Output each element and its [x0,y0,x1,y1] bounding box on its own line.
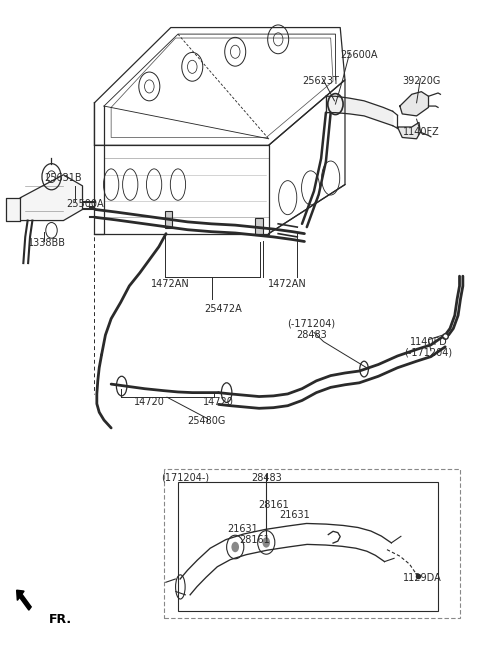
Bar [255,218,263,235]
Text: 25631B: 25631B [45,173,82,183]
Text: 39220G: 39220G [402,76,441,86]
Text: 28483: 28483 [251,472,282,483]
Text: 14720: 14720 [134,397,165,407]
Polygon shape [21,175,83,221]
FancyArrow shape [17,590,31,610]
Bar [164,468,459,618]
Text: 25623T: 25623T [303,76,339,86]
Polygon shape [400,92,429,116]
Text: 21631: 21631 [227,524,258,534]
Text: (171204-): (171204-) [161,472,209,483]
Text: 1140FD: 1140FD [409,336,447,347]
Text: 25600A: 25600A [340,50,378,60]
Polygon shape [6,198,21,221]
Text: 25500A: 25500A [66,199,104,209]
Text: 14720: 14720 [203,397,234,407]
Text: 28161: 28161 [239,535,270,545]
Bar [178,482,438,611]
Text: 1472AN: 1472AN [151,279,190,289]
Text: (-171204): (-171204) [405,348,453,357]
Text: 21631: 21631 [279,510,310,520]
Text: 1129DA: 1129DA [403,574,442,583]
Polygon shape [326,97,393,125]
Text: 28161: 28161 [258,500,289,510]
Text: FR.: FR. [49,613,72,626]
Polygon shape [397,122,420,139]
Circle shape [231,542,239,553]
Bar [165,211,172,228]
Text: 28483: 28483 [296,330,327,340]
Circle shape [263,537,270,548]
Text: (-171204): (-171204) [288,318,336,328]
Text: 1338BB: 1338BB [28,238,66,248]
Text: 25480G: 25480G [187,417,226,426]
Text: 25472A: 25472A [204,304,242,314]
Text: 1472AN: 1472AN [268,279,307,289]
Text: 1140FZ: 1140FZ [403,127,440,137]
